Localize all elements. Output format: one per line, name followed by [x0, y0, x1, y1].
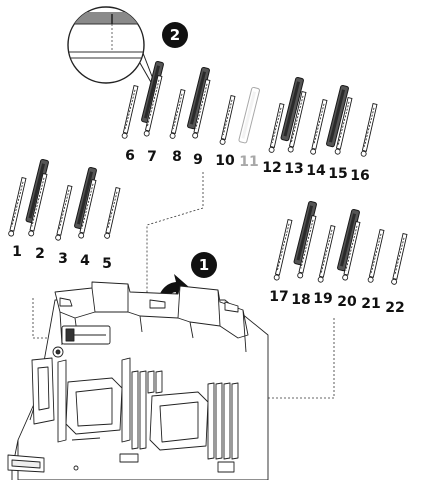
dimm-left-6: [104, 186, 121, 239]
slot-label-7: 7: [147, 149, 157, 165]
slot-label-6: 6: [125, 148, 135, 164]
slot-label-22: 22: [385, 300, 404, 316]
dimm-left-5: [78, 178, 97, 239]
dimm-group-left: [8, 158, 121, 241]
dimm-top-3: [169, 88, 186, 139]
dimm-group-right: [273, 200, 408, 285]
slot-label-16: 16: [350, 168, 369, 184]
slot-label-4: 4: [80, 253, 90, 269]
slot-label-18: 18: [291, 292, 310, 308]
slot-label-13: 13: [284, 161, 303, 177]
slot-label-15: 15: [328, 166, 347, 182]
zoom-magnifier: [67, 6, 159, 93]
slot-label-1: 1: [12, 244, 22, 260]
system-board: [7, 281, 269, 480]
dimm-right-7: [391, 232, 408, 285]
dimm-top-11: [310, 98, 328, 155]
dimm-top-6: [219, 94, 236, 145]
slot-label-12: 12: [262, 160, 281, 176]
dimm-left-3: [55, 184, 73, 241]
dimm-top-7: [238, 86, 260, 144]
callout-1-label: 1: [199, 256, 209, 274]
dimm-group-top: [121, 60, 378, 157]
dimm-right-0: [273, 218, 293, 281]
slot-label-2: 2: [35, 246, 45, 262]
dimm-top-12: [326, 84, 349, 148]
dimm-top-9: [280, 76, 304, 142]
slot-label-17: 17: [269, 289, 288, 305]
dimm-top-14: [360, 102, 378, 157]
dimm-top-10: [287, 90, 307, 153]
dimm-top-8: [268, 102, 285, 153]
dimm-right-6: [367, 228, 385, 283]
slot-label-8: 8: [172, 149, 182, 165]
slot-label-10: 10: [215, 153, 235, 169]
slot-label-11: 11: [239, 154, 258, 170]
slot-label-9: 9: [193, 152, 203, 168]
slot-label-14: 14: [306, 163, 326, 179]
dimm-right-2: [297, 214, 317, 279]
dimm-right-1: [293, 200, 317, 266]
callout-1: 1: [191, 252, 217, 278]
slot-label-5: 5: [102, 256, 112, 272]
dimm-right-4: [337, 208, 360, 272]
dimm-right-3: [317, 224, 336, 283]
callout-2: 2: [162, 22, 188, 48]
dimm-top-5: [192, 78, 211, 139]
dimm-left-2: [28, 172, 48, 237]
dimm-top-0: [121, 84, 139, 139]
slot-label-21: 21: [361, 296, 380, 312]
slot-label-20: 20: [337, 294, 357, 310]
slot-label-19: 19: [313, 291, 332, 307]
callout-2-label: 2: [170, 26, 180, 44]
dimm-right-5: [342, 220, 361, 281]
dimm-top-13: [334, 96, 353, 155]
dimm-top-2: [143, 74, 163, 137]
slot-label-3: 3: [58, 251, 68, 267]
dimm-left-0: [8, 176, 27, 237]
